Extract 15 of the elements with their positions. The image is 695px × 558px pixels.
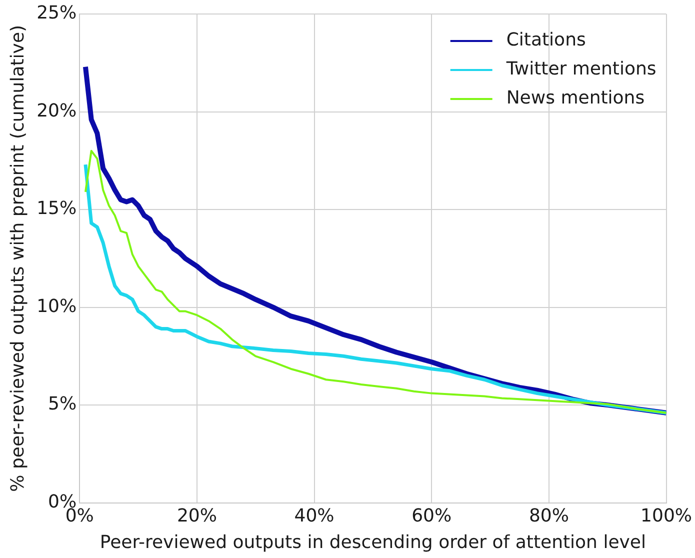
y-tick-label: 25% <box>36 2 77 24</box>
legend-label: Citations <box>506 30 586 51</box>
y-tick-label: 5% <box>48 394 77 415</box>
y-axis-title: % peer-reviewed outputs with preprint (cumulative) <box>7 24 28 492</box>
x-axis-title: Peer-reviewed outputs in descending order of attention level <box>100 532 646 553</box>
y-tick-label: 10% <box>36 296 77 317</box>
x-tick-label: 100% <box>640 505 692 526</box>
legend-label: News mentions <box>506 88 645 109</box>
x-tick-label: 20% <box>176 505 217 526</box>
y-tick-label: 15% <box>36 198 77 220</box>
x-tick-label: 40% <box>294 505 334 526</box>
x-tick-label: 60% <box>412 505 452 526</box>
legend-label: Twitter mentions <box>505 58 656 80</box>
x-tick-label: 80% <box>528 505 569 526</box>
y-tick-label: 20% <box>36 100 77 122</box>
